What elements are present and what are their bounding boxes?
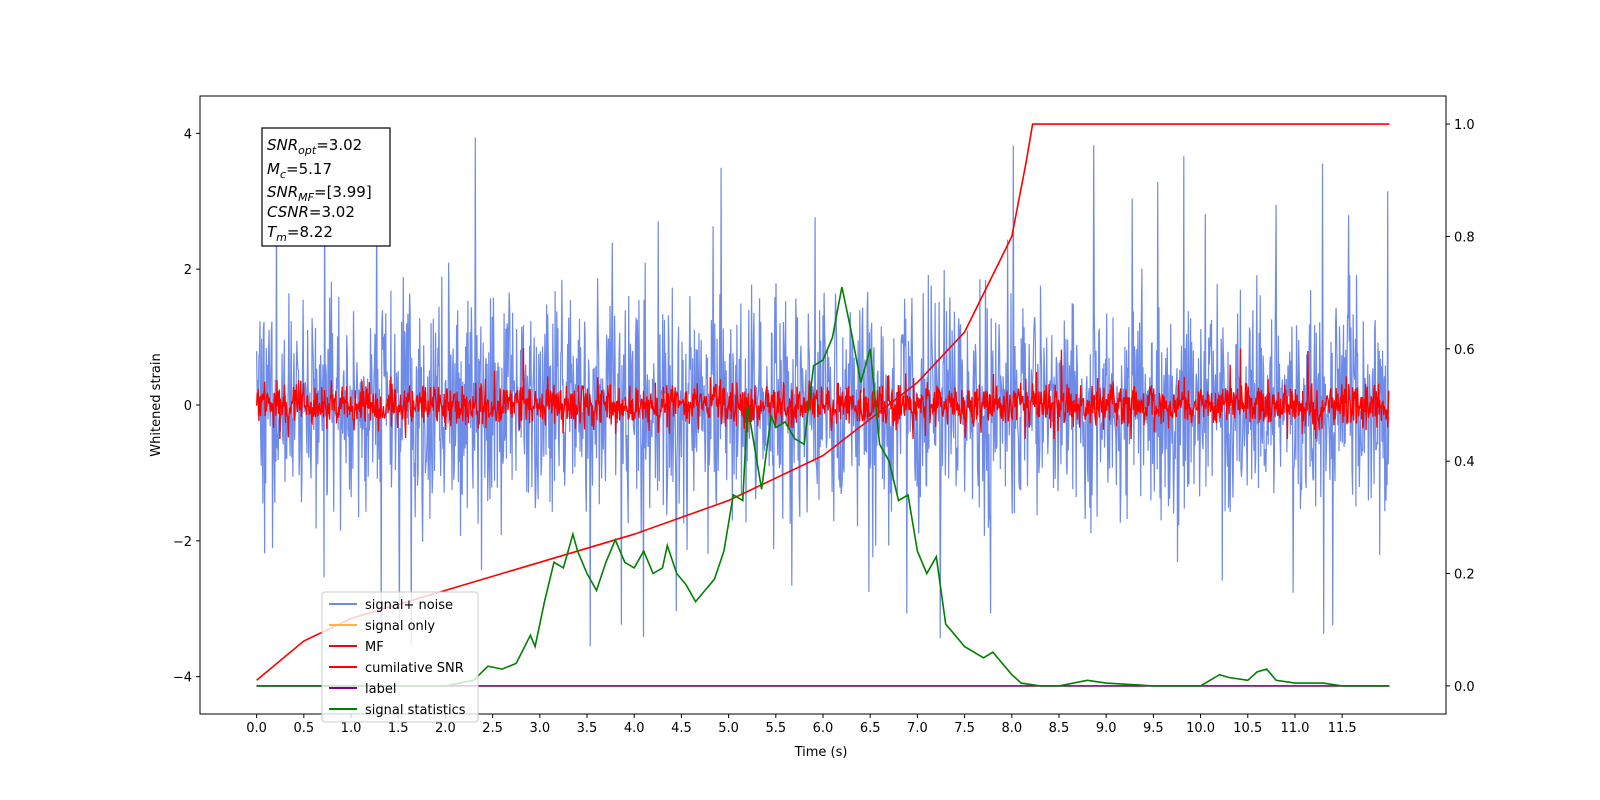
x-tick-label: 11.5 <box>1328 721 1357 736</box>
x-tick-label: 7.0 <box>907 721 928 736</box>
x-tick-label: 11.0 <box>1280 721 1309 736</box>
info-box: SNRopt=3.02 Mc=5.17 SNRMF=[3.99] CSNR=3.… <box>261 127 391 247</box>
info-snr-mf: SNRMF=[3.99] <box>267 183 372 204</box>
info-mc: Mc=5.17 <box>267 160 332 181</box>
x-tick-label: 3.0 <box>529 721 550 736</box>
series-mf-line <box>255 347 1390 440</box>
legend-label: label <box>365 682 396 697</box>
x-tick-label: 6.5 <box>860 721 881 736</box>
x-tick-label: 5.5 <box>765 721 786 736</box>
x-tick-label: 6.0 <box>813 721 834 736</box>
info-box-frame <box>261 127 391 247</box>
y-left-tick-label: −4 <box>173 671 192 686</box>
y-left-tick-label: 2 <box>184 263 192 278</box>
x-tick-label: 8.5 <box>1049 721 1070 736</box>
x-axis-label: Time (s) <box>794 745 848 760</box>
x-tick-label: 7.5 <box>954 721 975 736</box>
y-right-tick-label: 0.6 <box>1454 343 1475 358</box>
series-signal-statistics-line <box>256 286 1390 687</box>
x-tick-label: 10.5 <box>1233 721 1262 736</box>
series-signal-noise-line <box>256 137 1390 647</box>
legend-label: MF <box>365 640 384 655</box>
x-tick-label: 3.5 <box>577 721 598 736</box>
legend-label: signal only <box>365 619 435 634</box>
legend-frame <box>321 591 479 723</box>
x-tick-label: 4.0 <box>624 721 645 736</box>
x-tick-label: 0.0 <box>246 721 267 736</box>
x-tick-label: 9.0 <box>1096 721 1117 736</box>
legend-label: cumilative SNR <box>365 661 464 676</box>
y-axis-label: Whitened strain <box>149 353 164 456</box>
info-snr-opt: SNRopt=3.02 <box>267 136 362 157</box>
x-tick-label: 2.5 <box>482 721 503 736</box>
y-left-tick-label: 4 <box>184 127 192 142</box>
legend-label: signal statistics <box>365 703 466 718</box>
x-tick-label: 1.0 <box>341 721 362 736</box>
legend: signal+ noise signal only MF cumilative SNR… <box>321 591 479 723</box>
y-right-tick-label: 1.0 <box>1454 118 1475 133</box>
x-tick-label: 9.5 <box>1143 721 1164 736</box>
x-tick-label: 5.0 <box>718 721 739 736</box>
y-right-tick-label: 0.0 <box>1454 680 1475 695</box>
x-tick-label: 4.5 <box>671 721 692 736</box>
y-left-tick-label: 0 <box>184 399 192 414</box>
x-tick-label: 2.0 <box>435 721 456 736</box>
y-right-tick-label: 0.8 <box>1454 230 1475 245</box>
x-tick-label: 1.5 <box>388 721 409 736</box>
x-tick-label: 0.5 <box>293 721 314 736</box>
legend-label: signal+ noise <box>365 598 453 613</box>
info-tm: Tm=8.22 <box>267 223 333 244</box>
info-csnr: CSNR=3.02 <box>267 203 355 221</box>
y-right-tick-label: 0.2 <box>1454 568 1475 583</box>
x-tick-label: 8.0 <box>1001 721 1022 736</box>
y-left-tick-label: −2 <box>173 535 192 550</box>
x-tick-label: 10.0 <box>1186 721 1215 736</box>
y-right-tick-label: 0.4 <box>1454 455 1475 470</box>
